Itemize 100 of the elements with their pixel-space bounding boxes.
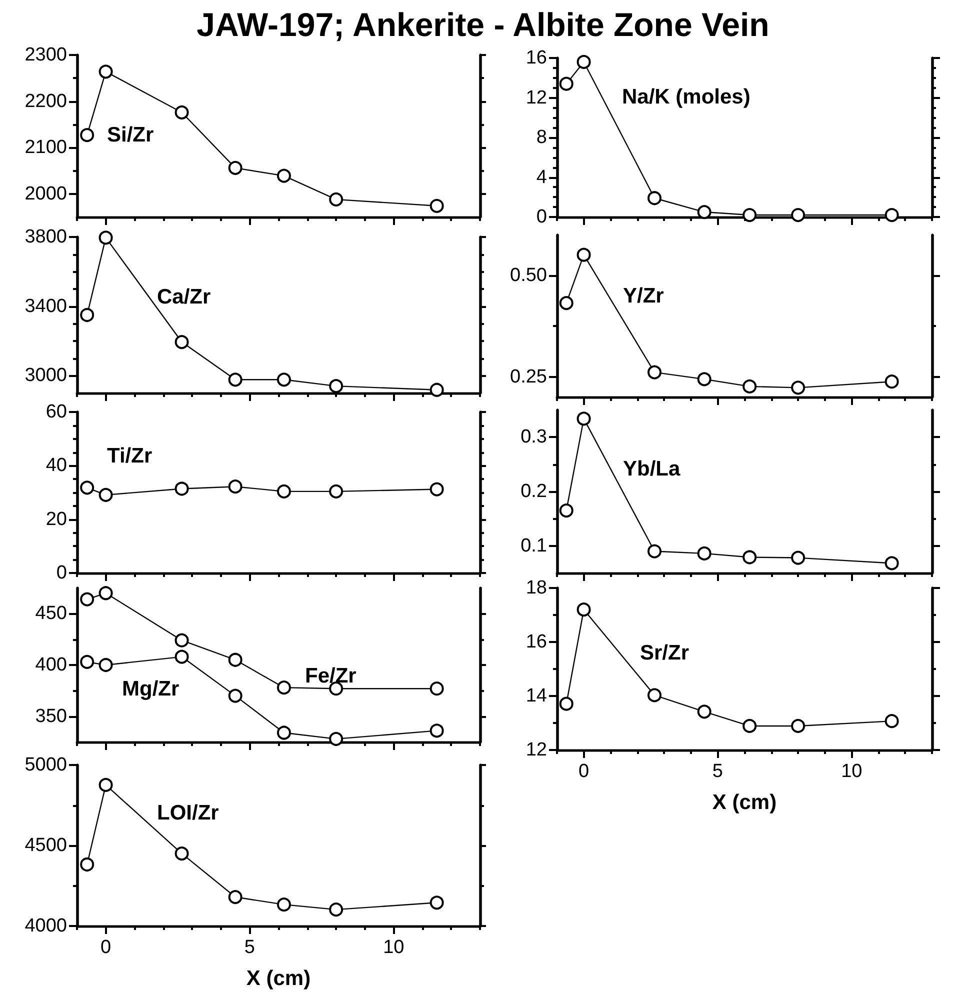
- y-tick-label: 0: [56, 562, 67, 584]
- y-tick-label: 4: [536, 166, 548, 188]
- series-label: Fe/Zr: [305, 664, 356, 688]
- point: [576, 602, 591, 617]
- point: [228, 160, 242, 175]
- x-tick-label: 0: [578, 761, 590, 782]
- point: [174, 633, 189, 648]
- point: [174, 105, 189, 120]
- point: [648, 688, 662, 702]
- point: [228, 652, 242, 667]
- x-axis-title: X (cm): [712, 791, 777, 814]
- point: [648, 365, 662, 380]
- y-tick-label: 4500: [24, 835, 67, 856]
- series-label: Si/Zr: [107, 124, 154, 146]
- point: [329, 379, 344, 394]
- chart-title: JAW-197; Ankerite - Albite Zone Vein: [196, 6, 770, 44]
- point: [276, 372, 291, 387]
- point: [174, 335, 189, 350]
- point: [430, 896, 444, 910]
- point: [791, 208, 806, 222]
- point: [98, 778, 113, 792]
- point: [742, 550, 757, 564]
- point: [80, 654, 94, 669]
- y-tick-label: 450: [35, 603, 67, 624]
- x-tick-label: 10: [841, 761, 862, 782]
- y-tick-label: 3400: [24, 296, 67, 317]
- point: [98, 658, 113, 672]
- y-tick-label: 14: [526, 686, 548, 706]
- point: [648, 191, 662, 206]
- point: [276, 898, 291, 912]
- y-tick-label: 0.25: [510, 366, 547, 388]
- point: [174, 650, 189, 664]
- series-label: Y/Zr: [623, 284, 664, 308]
- y-tick-label: 0.3: [520, 426, 547, 448]
- y-tick-label: 20: [46, 508, 67, 530]
- point: [884, 714, 899, 728]
- point: [697, 704, 712, 719]
- x-tick-label: 10: [383, 937, 404, 958]
- y-tick-label: 3800: [24, 226, 67, 248]
- series-label: Ti/Zr: [107, 444, 152, 468]
- y-tick-label: 400: [35, 654, 67, 676]
- y-tick-label: 0.1: [520, 535, 547, 556]
- point: [276, 726, 291, 740]
- point: [884, 208, 899, 222]
- point: [80, 308, 94, 322]
- point: [329, 192, 344, 206]
- y-tick-label: 12: [526, 87, 547, 108]
- series-label: Mg/Zr: [122, 678, 180, 700]
- point: [791, 380, 806, 395]
- y-tick-label: 2200: [24, 90, 67, 112]
- point: [576, 412, 591, 426]
- point: [884, 556, 899, 570]
- point: [884, 374, 899, 389]
- point: [791, 718, 806, 733]
- point: [430, 724, 444, 738]
- y-tick-label: 2100: [24, 137, 67, 158]
- y-tick-label: 350: [35, 706, 67, 727]
- y-tick-label: 0.50: [510, 265, 547, 286]
- point: [430, 382, 444, 397]
- point: [329, 732, 344, 746]
- y-tick-label: 18: [526, 578, 547, 598]
- point: [98, 230, 113, 245]
- point: [80, 128, 94, 142]
- point: [228, 890, 242, 904]
- point: [791, 550, 806, 565]
- point: [576, 248, 591, 262]
- point: [559, 76, 574, 91]
- y-tick-label: 2000: [24, 183, 67, 204]
- x-axis-title: X (cm): [246, 967, 311, 990]
- series-label: Sr/Zr: [640, 642, 690, 664]
- series-label: Yb/La: [623, 458, 680, 480]
- y-tick-label: 8: [536, 127, 547, 148]
- point: [80, 592, 94, 606]
- point: [697, 372, 712, 386]
- point: [329, 902, 344, 917]
- point: [559, 296, 574, 310]
- point: [742, 208, 757, 222]
- point: [430, 198, 444, 213]
- x-tick-label: 5: [244, 937, 256, 958]
- y-tick-label: 5000: [24, 754, 67, 776]
- point: [276, 680, 291, 695]
- y-tick-label: 16: [526, 48, 547, 68]
- point: [559, 696, 574, 711]
- y-tick-label: 60: [46, 402, 67, 422]
- point: [174, 846, 189, 861]
- point: [80, 858, 94, 872]
- series-label: Ca/Zr: [157, 286, 211, 308]
- point: [559, 504, 574, 518]
- x-tick-label: 5: [712, 761, 724, 782]
- y-tick-label: 40: [46, 455, 67, 476]
- point: [98, 64, 113, 79]
- y-tick-label: 0.2: [520, 481, 547, 502]
- y-tick-label: 4000: [24, 916, 67, 936]
- point: [276, 168, 291, 183]
- point: [697, 546, 712, 560]
- series-label: LOI/Zr: [157, 802, 219, 824]
- point: [742, 379, 757, 394]
- y-tick-label: 16: [526, 632, 547, 652]
- x-tick-label: 0: [100, 937, 112, 958]
- y-tick-label: 12: [526, 740, 547, 760]
